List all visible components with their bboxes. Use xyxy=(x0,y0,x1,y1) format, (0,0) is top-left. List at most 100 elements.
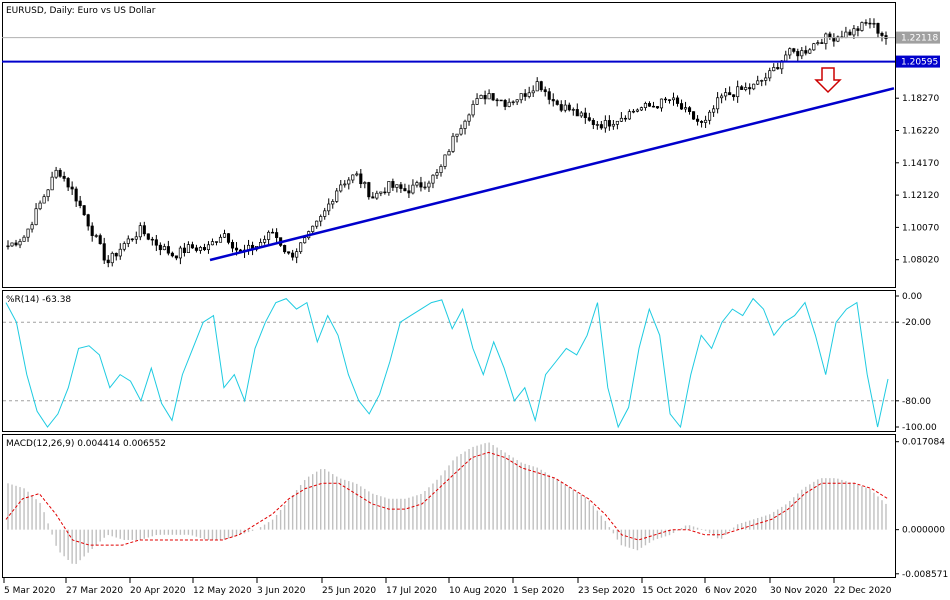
candle-body xyxy=(671,97,676,101)
candle-body xyxy=(359,173,363,185)
candle-body xyxy=(635,109,639,112)
candle-body xyxy=(134,236,138,240)
candle-body xyxy=(696,118,700,122)
candle-body xyxy=(267,231,271,240)
candle-body xyxy=(692,111,696,120)
candle-body xyxy=(868,22,872,25)
candle-body xyxy=(527,92,531,97)
candle-body xyxy=(363,182,367,185)
candle-body xyxy=(355,173,359,176)
x-tick-label: 5 Mar 2020 xyxy=(4,586,56,596)
candle-body xyxy=(655,106,660,109)
candle-body xyxy=(323,210,327,217)
candle-body xyxy=(687,107,692,112)
candle-body xyxy=(214,241,219,243)
candle-body xyxy=(10,242,14,247)
williams-r-line xyxy=(5,297,889,429)
price-panel-frame xyxy=(2,2,896,288)
candle-body xyxy=(812,43,816,51)
candle-body xyxy=(752,83,756,90)
current-price-tag: 1.22118 xyxy=(901,34,938,44)
candle-body xyxy=(451,135,455,152)
macd-label: MACD(12,26,9) 0.004414 0.006552 xyxy=(6,439,166,449)
candle-body xyxy=(263,239,267,243)
candle-body xyxy=(675,97,680,104)
candle-body xyxy=(651,105,656,108)
x-tick-label: 20 Apr 2020 xyxy=(130,586,186,596)
candle-body xyxy=(74,188,78,202)
x-tick-label: 25 Jun 2020 xyxy=(322,586,376,596)
williams-panel-frame xyxy=(2,290,896,432)
price-tags: 1.22118 1.20595 xyxy=(896,31,940,68)
candle-body xyxy=(764,77,768,81)
candle-body xyxy=(403,188,407,192)
candle-body xyxy=(198,247,202,251)
macd-y-axis: 0.017084 0.000000 -0.008571 xyxy=(895,438,948,580)
x-tick-label: 17 Jul 2020 xyxy=(386,586,437,596)
candle-body xyxy=(423,186,427,189)
candle-body xyxy=(130,238,134,241)
candle-body xyxy=(647,103,652,107)
candle-body xyxy=(387,181,391,193)
candle-body xyxy=(511,101,515,104)
candle-body xyxy=(768,70,772,79)
candle-body xyxy=(820,42,824,44)
candle-body xyxy=(162,246,166,251)
candle-body xyxy=(567,104,571,111)
candle-body xyxy=(70,186,74,190)
price-chart-title: EURUSD, Daily: Euro vs US Dollar xyxy=(6,6,156,16)
candle-body xyxy=(479,94,483,99)
candle-body xyxy=(507,101,511,107)
candle-body xyxy=(6,245,10,248)
candle-body xyxy=(202,247,207,251)
candle-body xyxy=(30,224,34,230)
candle-body xyxy=(18,241,22,246)
candle-body xyxy=(864,22,868,24)
candle-body xyxy=(575,109,579,117)
candle-body xyxy=(431,174,435,184)
candle-body xyxy=(627,111,631,120)
candle-body xyxy=(619,117,623,122)
macd-tick-label: -0.008571 xyxy=(902,570,948,580)
candle-body xyxy=(114,252,118,257)
candle-body xyxy=(455,133,459,137)
price-candles-group xyxy=(6,18,888,268)
candle-body xyxy=(331,201,335,205)
candle-body xyxy=(122,243,126,250)
support-price-tag: 1.20595 xyxy=(901,58,938,68)
candle-body xyxy=(94,235,98,237)
x-tick-label: 30 Nov 2020 xyxy=(770,586,828,596)
x-tick-label: 22 Dec 2020 xyxy=(834,586,892,596)
candle-body xyxy=(234,247,239,251)
candle-body xyxy=(816,42,820,45)
candle-body xyxy=(82,205,86,216)
candle-body xyxy=(407,190,411,194)
candle-body xyxy=(367,182,371,198)
x-tick-label: 3 Jun 2020 xyxy=(257,586,306,596)
candle-body xyxy=(591,119,595,125)
candle-body xyxy=(50,176,54,191)
candle-body xyxy=(46,189,50,198)
candle-body xyxy=(543,89,547,93)
candle-body xyxy=(495,99,499,102)
candle-body xyxy=(876,22,880,34)
candle-body xyxy=(287,251,291,254)
candle-body xyxy=(748,87,752,90)
candle-body xyxy=(419,182,423,188)
candle-body xyxy=(583,112,587,119)
candle-body xyxy=(170,252,174,257)
macd-tick-label: 0.017084 xyxy=(902,438,945,448)
candle-body xyxy=(744,87,748,90)
candle-body xyxy=(796,51,800,57)
candle-body xyxy=(435,172,439,176)
candle-body xyxy=(599,124,603,129)
candle-body xyxy=(275,232,279,238)
candle-body xyxy=(535,81,539,92)
candle-body xyxy=(740,86,744,90)
candle-body xyxy=(299,242,303,253)
candle-body xyxy=(379,191,383,194)
candle-body xyxy=(776,67,780,70)
trendline[interactable] xyxy=(209,87,895,262)
candle-body xyxy=(375,192,379,199)
